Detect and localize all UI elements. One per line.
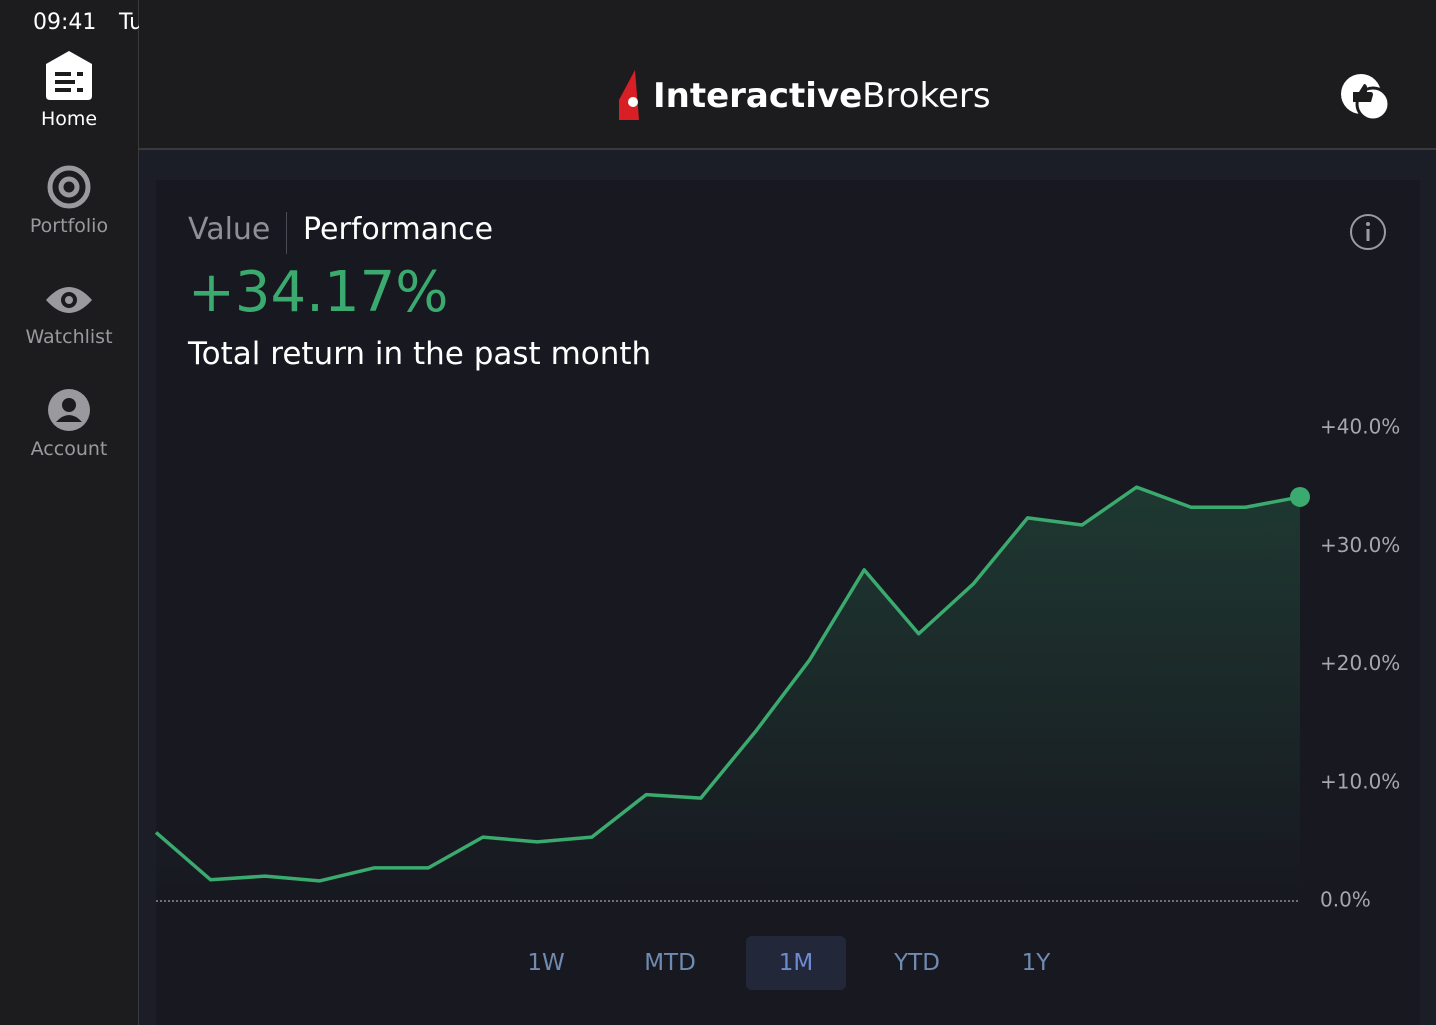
account-icon xyxy=(48,389,90,431)
range-option[interactable]: 1W xyxy=(527,950,565,976)
status-time: 09:41 xyxy=(33,10,97,35)
y-tick-label: +30.0% xyxy=(1320,533,1400,557)
nav-portfolio[interactable]: Portfolio xyxy=(0,165,138,237)
logo-mark xyxy=(619,70,639,120)
tab-value[interactable]: Value xyxy=(188,212,271,247)
y-tick-label: 0.0% xyxy=(1320,888,1371,912)
y-tick-label: +10.0% xyxy=(1320,769,1400,793)
logo-bold: Interactive xyxy=(653,76,863,116)
logo-light: Brokers xyxy=(862,76,991,116)
nav-watchlist[interactable]: Watchlist xyxy=(0,280,138,348)
y-tick-label: +20.0% xyxy=(1320,651,1400,675)
area xyxy=(156,487,1300,901)
range-option[interactable]: 1M xyxy=(746,936,846,990)
tab-divider xyxy=(286,212,287,254)
watchlist-icon xyxy=(46,287,92,313)
range-option[interactable]: YTD xyxy=(894,950,940,976)
nav-label: Account xyxy=(30,438,108,460)
sidebar xyxy=(0,0,139,1025)
home-icon xyxy=(46,51,92,100)
return-caption: Total return in the past month xyxy=(188,336,652,372)
portfolio-icon xyxy=(47,165,91,209)
last-point xyxy=(1290,486,1310,507)
logo: Interactive Brokers xyxy=(617,70,991,122)
nav-home[interactable]: Home xyxy=(0,50,138,130)
nav-label: Portfolio xyxy=(29,215,109,237)
nav-label: Home xyxy=(40,108,98,130)
info-icon[interactable] xyxy=(1349,213,1387,251)
tab-performance[interactable]: Performance xyxy=(303,212,494,247)
range-option[interactable]: MTD xyxy=(644,950,696,976)
nav-account[interactable]: Account xyxy=(0,388,138,460)
nav-label: Watchlist xyxy=(25,326,113,348)
range-option[interactable]: 1Y xyxy=(1021,950,1051,976)
total-return: +34.17% xyxy=(188,260,449,325)
line xyxy=(154,485,1301,883)
y-tick-label: +40.0% xyxy=(1320,415,1400,439)
top-bar: Interactive Brokers xyxy=(139,0,1436,150)
feedback-icon[interactable] xyxy=(1339,72,1393,124)
